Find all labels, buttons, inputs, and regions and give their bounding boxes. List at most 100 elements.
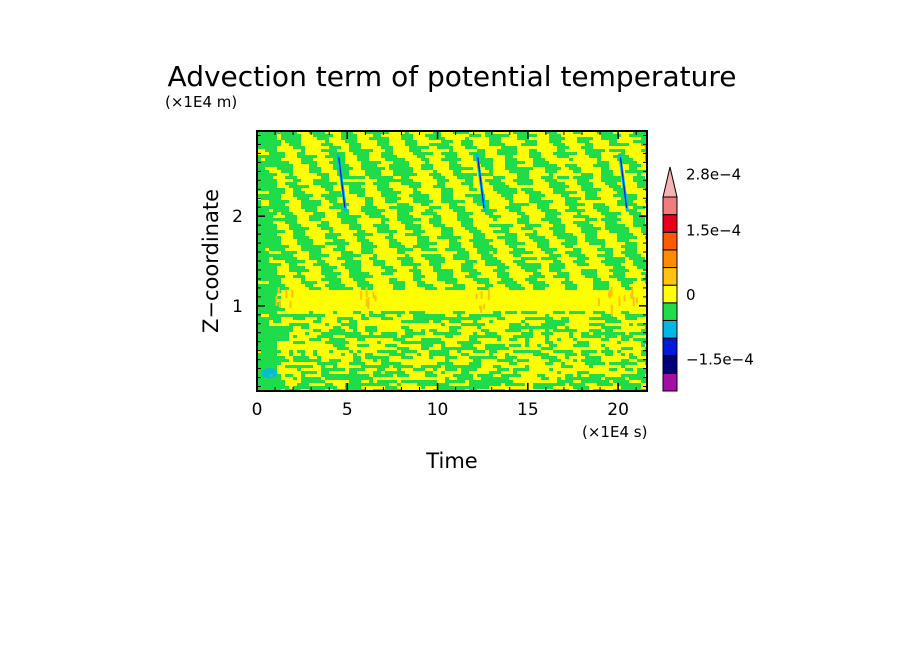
field-cell bbox=[589, 377, 601, 380]
field-cell bbox=[389, 350, 393, 353]
field-cell bbox=[477, 326, 481, 329]
field-cell bbox=[257, 302, 269, 305]
field-cell bbox=[417, 155, 425, 158]
field-cell bbox=[597, 248, 601, 251]
field-cell bbox=[613, 224, 625, 227]
heatmap-field bbox=[257, 131, 647, 391]
field-cell bbox=[377, 179, 385, 182]
field-cell bbox=[297, 269, 309, 272]
field-cell bbox=[309, 158, 313, 161]
field-cell bbox=[545, 212, 549, 215]
field-cell bbox=[629, 353, 633, 356]
field-cell bbox=[293, 140, 301, 143]
field-cell bbox=[613, 275, 625, 278]
field-cell bbox=[437, 362, 441, 365]
field-cell bbox=[373, 254, 377, 257]
field-cell bbox=[537, 203, 549, 206]
field-cell bbox=[617, 383, 629, 386]
field-cell bbox=[433, 341, 445, 344]
field-cell bbox=[449, 239, 453, 242]
field-cell bbox=[433, 260, 437, 263]
field-cell bbox=[617, 341, 621, 344]
field-cell bbox=[421, 344, 433, 347]
field-cell bbox=[505, 161, 509, 164]
field-cell bbox=[257, 203, 261, 206]
field-cell bbox=[425, 257, 433, 260]
field-cell bbox=[629, 242, 637, 245]
field-cell bbox=[305, 383, 309, 386]
field-cell bbox=[501, 269, 505, 272]
field-cell bbox=[541, 176, 553, 179]
field-cell bbox=[605, 257, 613, 260]
colorbar-label: −1.5e−4 bbox=[686, 351, 754, 369]
field-cell bbox=[453, 131, 461, 134]
field-cell bbox=[545, 317, 549, 320]
field-cell bbox=[525, 143, 537, 146]
field-cell bbox=[321, 374, 333, 377]
field-cell bbox=[605, 320, 609, 323]
field-cell bbox=[365, 206, 377, 209]
field-cell bbox=[345, 140, 353, 143]
field-cell bbox=[297, 272, 301, 275]
field-cell bbox=[517, 176, 529, 179]
field-cell bbox=[257, 251, 269, 254]
field-cell bbox=[373, 134, 377, 137]
field-cell bbox=[593, 311, 605, 314]
field-cell bbox=[353, 353, 357, 356]
field-cell bbox=[273, 230, 285, 233]
field-cell bbox=[565, 242, 577, 245]
field-cell bbox=[601, 179, 605, 182]
field-cell bbox=[389, 353, 401, 356]
field-cell bbox=[381, 365, 385, 368]
field-cell bbox=[593, 362, 605, 365]
field-cell bbox=[461, 311, 465, 314]
field-cell bbox=[553, 230, 565, 233]
field-cell bbox=[285, 182, 297, 185]
field-cell bbox=[381, 314, 385, 317]
field-cell bbox=[529, 263, 541, 266]
field-cell bbox=[329, 287, 341, 290]
field-cell bbox=[437, 182, 441, 185]
field-cell bbox=[453, 170, 461, 173]
field-cell bbox=[497, 149, 505, 152]
field-cell bbox=[617, 200, 621, 203]
field-cell bbox=[601, 314, 613, 317]
field-cell bbox=[449, 203, 453, 206]
field-cell bbox=[545, 353, 549, 356]
field-cell bbox=[273, 146, 277, 149]
field-cell bbox=[597, 209, 605, 212]
field-cell bbox=[577, 341, 581, 344]
field-cell bbox=[309, 311, 313, 314]
field-cell bbox=[557, 149, 565, 152]
colorbar-swatch bbox=[662, 302, 678, 321]
field-cell bbox=[365, 197, 373, 200]
positive-patch bbox=[635, 297, 638, 304]
field-cell bbox=[461, 317, 473, 320]
field-cell bbox=[325, 377, 329, 380]
field-cell bbox=[477, 248, 485, 251]
field-cell bbox=[333, 311, 337, 314]
field-cell bbox=[625, 248, 629, 251]
field-cell bbox=[521, 320, 525, 323]
field-cell bbox=[309, 359, 317, 362]
field-cell bbox=[317, 362, 321, 365]
field-cell bbox=[477, 281, 489, 284]
field-cell bbox=[625, 158, 633, 161]
field-cell bbox=[417, 191, 421, 194]
field-cell bbox=[549, 344, 557, 347]
field-cell bbox=[517, 203, 529, 206]
field-cell bbox=[393, 380, 397, 383]
field-cell bbox=[589, 242, 601, 245]
field-cell bbox=[425, 161, 429, 164]
field-cell bbox=[269, 338, 281, 341]
field-cell bbox=[261, 284, 269, 287]
field-cell bbox=[545, 131, 557, 134]
field-cell bbox=[257, 326, 261, 329]
field-cell bbox=[493, 251, 497, 254]
field-cell bbox=[437, 350, 449, 353]
field-cell bbox=[637, 359, 647, 362]
field-cell bbox=[321, 371, 325, 374]
field-cell bbox=[441, 347, 453, 350]
field-cell bbox=[269, 359, 273, 362]
field-cell bbox=[357, 236, 365, 239]
